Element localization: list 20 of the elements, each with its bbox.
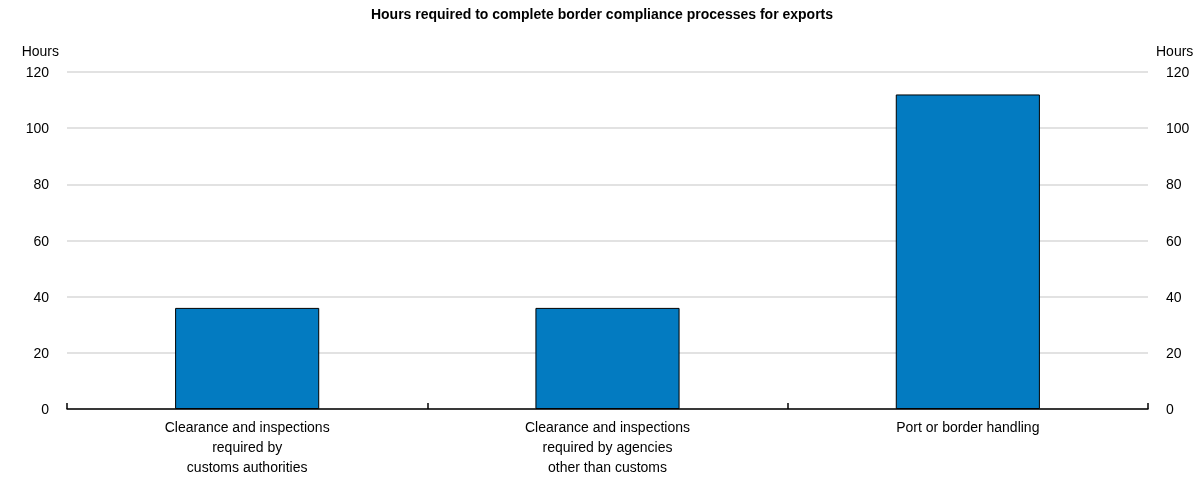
- y2-tick-label: 40: [1166, 288, 1182, 305]
- y-tick-label: 120: [25, 64, 50, 80]
- y2-tick-label: 80: [1166, 176, 1182, 193]
- y-tick-label: 0: [41, 401, 50, 417]
- x-tick-label: Clearance and inspections required by customs authorities: [164, 419, 330, 475]
- y-axis-title: Hours: [21, 43, 59, 59]
- x-tick-label: Port or border handling: [896, 419, 1040, 435]
- y-tick-label: 100: [25, 120, 50, 137]
- y-tick-label: 40: [33, 288, 50, 305]
- y2-tick-label: 20: [1166, 344, 1182, 361]
- y2-tick-label: 0: [1166, 401, 1174, 417]
- y2-axis-title: Hours: [1156, 43, 1194, 59]
- y2-tick-label: 60: [1166, 232, 1182, 249]
- x-tick-label: Clearance and inspections required by agencies other than customs: [525, 419, 690, 475]
- y-tick-label: 60: [33, 232, 50, 249]
- y2-tick-label: 100: [1166, 120, 1190, 137]
- y-tick-label: 20: [33, 344, 50, 361]
- chart-title: Hours required to complete border compliance processes for exports: [370, 6, 834, 22]
- y-tick-label: 80: [33, 176, 50, 193]
- y2-tick-label: 120: [1166, 64, 1190, 80]
